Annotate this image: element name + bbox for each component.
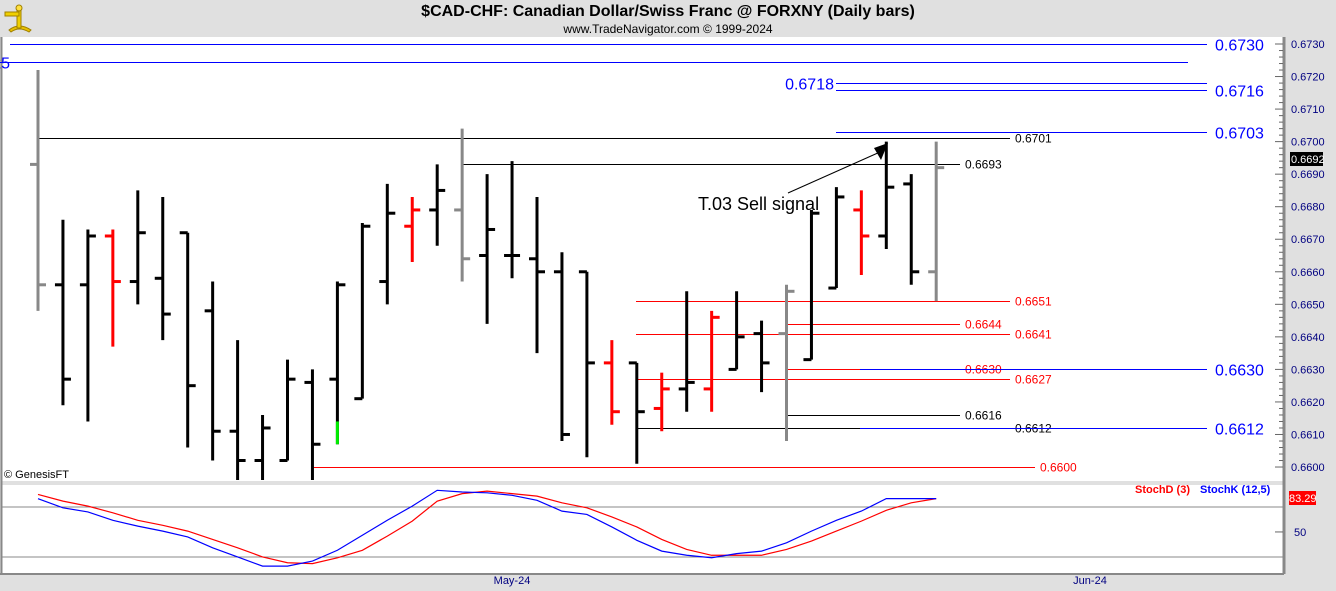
watermark: © GenesisFT xyxy=(4,469,69,481)
sell-signal-annotation: T.03 Sell signal xyxy=(698,194,819,214)
ohlc-bar xyxy=(454,128,471,282)
y-tick-label: 0.6630 xyxy=(1291,364,1325,376)
ohlc-bar xyxy=(154,196,171,341)
ohlc-bar xyxy=(778,284,795,441)
stoch-tick-label: 50 xyxy=(1294,527,1306,539)
ohlc-bar xyxy=(728,291,745,371)
ohlc-bar xyxy=(30,70,46,311)
current-price-badge xyxy=(1290,152,1323,166)
ohlc-bar xyxy=(104,229,121,347)
y-tick-label: 0.6710 xyxy=(1291,104,1325,116)
level-label: 0.6600 xyxy=(1040,461,1077,475)
y-tick-label: 0.6680 xyxy=(1291,202,1325,214)
ohlc-bar xyxy=(853,190,870,276)
legend-stochd: StochD (3) xyxy=(1135,484,1190,496)
y-tick-label: 0.6650 xyxy=(1291,299,1325,311)
ohlc-bar xyxy=(279,359,296,463)
ohlc-bar xyxy=(304,369,321,481)
legend-stochk: StochK (12,5) xyxy=(1200,484,1271,496)
level-label: 0.6644 xyxy=(965,318,1002,332)
y-tick-label: 0.6600 xyxy=(1291,462,1325,474)
price-panel xyxy=(2,37,1283,481)
sextant-icon xyxy=(4,4,32,33)
y-tick-label: 0.6620 xyxy=(1291,397,1325,409)
current-price: 0.6692 xyxy=(1291,154,1325,166)
y-tick-label: 0.6730 xyxy=(1291,39,1325,51)
level-label: 0.6718 xyxy=(785,77,834,94)
ohlc-bar xyxy=(79,229,96,422)
ohlc-bar xyxy=(504,161,521,279)
ohlc-bar xyxy=(653,372,670,432)
ohlc-bar xyxy=(529,196,545,354)
ohlc-bar xyxy=(878,141,895,250)
chart-subtitle: www.TradeNavigator.com © 1999-2024 xyxy=(563,22,773,36)
y-tick-label: 0.6670 xyxy=(1291,234,1325,246)
y-tick-label: 0.6660 xyxy=(1291,267,1325,279)
ohlc-bar xyxy=(354,222,371,401)
stoch-series-k xyxy=(37,489,937,567)
y-tick-label: 0.6690 xyxy=(1291,169,1325,181)
level-label: 0.6716 xyxy=(1215,84,1264,101)
level-label: 0.6612 xyxy=(1215,422,1264,439)
ohlc-bar xyxy=(254,414,271,481)
ohlc-bar xyxy=(803,209,820,362)
x-tick-label: May-24 xyxy=(494,575,531,587)
chart-header: $CAD-CHF: Canadian Dollar/Swiss Franc @ … xyxy=(0,0,1336,36)
level-label: 0.6730 xyxy=(1215,38,1264,55)
x-tick-label: Jun-24 xyxy=(1073,575,1107,587)
y-tick-label: 0.6640 xyxy=(1291,332,1325,344)
ohlc-bar xyxy=(54,219,71,406)
ohlc-bar xyxy=(229,340,246,481)
ohlc-bar xyxy=(379,183,396,305)
level-label: 0.6627 xyxy=(1015,373,1052,387)
ohlc-bar xyxy=(329,281,346,445)
level-label: 0.6630 xyxy=(1215,363,1264,380)
ohlc-bar xyxy=(553,252,570,441)
ohlc-bar xyxy=(404,196,421,263)
level-label: 0.6641 xyxy=(1015,328,1052,342)
arrowhead-icon xyxy=(874,143,888,160)
stoch-readout: 83.29 xyxy=(1289,493,1317,505)
ohlc-bar xyxy=(903,174,920,285)
ohlc-bar xyxy=(129,190,146,305)
ohlc-bar xyxy=(628,361,645,464)
y-tick-label: 0.6700 xyxy=(1291,137,1325,149)
ohlc-bar xyxy=(928,141,945,302)
ohlc-bar xyxy=(603,340,620,425)
ohlc-bar xyxy=(703,310,720,412)
ohlc-bar xyxy=(753,320,770,393)
ohlc-bar xyxy=(678,291,695,412)
level-label: 0.6651 xyxy=(1015,295,1052,309)
y-tick-label: 0.6720 xyxy=(1291,72,1325,84)
ohlc-bar xyxy=(179,231,196,448)
stoch-series-d xyxy=(37,490,937,565)
chart-title: $CAD-CHF: Canadian Dollar/Swiss Franc @ … xyxy=(421,3,915,20)
annotation-arrow xyxy=(787,151,881,194)
level-label: 0.6725 xyxy=(0,56,10,73)
ohlc-bar xyxy=(578,270,595,458)
level-label: 0.6701 xyxy=(1015,132,1052,146)
ohlc-bar xyxy=(828,187,845,290)
level-label: 0.6693 xyxy=(965,158,1002,172)
y-tick-label: 0.6610 xyxy=(1291,429,1325,441)
ohlc-bar xyxy=(204,281,221,461)
ohlc-bar xyxy=(429,164,446,246)
ohlc-bar xyxy=(479,174,496,324)
level-label: 0.6616 xyxy=(965,409,1002,423)
level-label: 0.6703 xyxy=(1215,126,1264,143)
stoch-panel xyxy=(2,485,1283,573)
stoch-readout-badge xyxy=(1289,491,1316,505)
